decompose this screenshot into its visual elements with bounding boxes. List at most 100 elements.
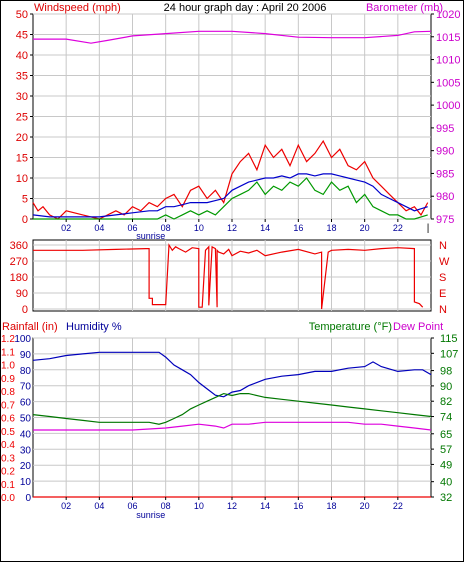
x-tick-label: 06 [127,501,137,511]
wind-tick-label: 50 [16,9,28,21]
temperature-right-axis: 32 40 49 57 65 74 82 90 98 107 115 [431,333,458,504]
rainfall-tick-label: 0.8 [1,387,15,398]
wind-tick-label: 25 [16,112,28,124]
barometer-axis-label: Barometer (mb) [366,2,443,14]
humidity-tick-label: 0 [25,493,31,504]
compass-tick-label: W [439,256,450,268]
rainfall-tick-label: 0.6 [1,414,15,425]
wind-tick-label: 0 [22,214,28,226]
x-tick-label: 22 [393,501,403,511]
graph-title: 24 hour graph day : April 20 2006 [164,2,327,14]
barometer-tick-label: 975 [436,214,454,226]
direction-left-axis: 0 90 180 270 360 [10,240,28,316]
wind-tick-label: 30 [16,91,28,103]
wind-tick-label: 40 [16,50,28,62]
barometer-line [33,30,432,44]
temperature-line [32,392,432,425]
temperature-tick-label: 32 [440,492,452,504]
wind-axis-label: Windspeed (mph) [34,2,121,14]
temperature-tick-label: 65 [440,429,452,441]
humidity-tick-label: 80 [20,366,32,377]
x-tick-label: 22 [393,223,403,233]
temperature-tick-label: 90 [440,381,452,393]
direction-tick-label: 270 [10,256,28,268]
direction-tick-label: 180 [10,272,28,284]
x-tick-label: 06 [127,223,137,233]
rainfall-tick-label: 1.0 [1,361,15,372]
humidity-tick-label: 10 [20,477,32,488]
x-tick-label: 08 [161,223,171,233]
barometer-tick-label: 1000 [436,100,460,112]
humidity-line [32,351,432,398]
temperature-axis-label: Temperature (°F) [309,321,392,333]
wind-tick-label: 20 [16,132,28,144]
wind-tick-label: 10 [16,173,28,185]
rainfall-tick-label: 0.9 [1,374,15,385]
humidity-tick-label: 20 [20,461,32,472]
x-tick-label: 18 [326,501,336,511]
rainfall-tick-label: 0.3 [1,453,15,464]
barometer-right-axis: 975 980 985 990 995 1000 1005 1010 1015 1020 [431,9,460,226]
compass-tick-label: S [439,272,446,284]
temperature-tick-label: 74 [440,412,452,424]
temperature-tick-label: 49 [440,459,452,471]
wind-line-1 [32,173,428,218]
direction-tick-label: 90 [16,288,28,300]
humidity-tick-label: 40 [20,429,32,440]
sunrise-label-bottom: sunrise [136,510,165,520]
x-tick-label: 16 [293,223,303,233]
humidity-tick-label: 50 [20,414,32,425]
compass-tick-label: N [439,304,447,316]
x-tick-label: 18 [326,223,336,233]
direction-tick-label: 360 [10,240,28,252]
temperature-tick-label: 40 [440,477,452,489]
humidity-left-axis: 0 10 20 30 40 50 60 70 80 90 100 [14,334,31,504]
wind-tick-label: 35 [16,71,28,83]
rainfall-tick-label: 0.2 [1,467,15,478]
x-tick-label: 10 [194,223,204,233]
rainfall-tick-label: 1.2 [1,334,15,345]
humidity-tick-label: 90 [20,350,32,361]
rainfall-tick-label: 0.7 [1,400,15,411]
humidity-tick-label: 30 [20,445,32,456]
wind-left-axis: 0 5 10 15 20 25 30 35 40 45 50 [16,9,33,226]
rainfall-tick-label: 0.1 [1,480,15,491]
wind-series [32,30,432,220]
x-tick-label: 12 [227,501,237,511]
temperature-tick-label: 98 [440,366,452,378]
end-marker-top: | [427,223,430,234]
compass-tick-label: N [439,240,447,252]
barometer-tick-label: 980 [436,191,454,203]
dewpoint-axis-label: Dew Point [393,321,443,333]
barometer-tick-label: 1005 [436,77,460,89]
direction-grid [33,240,431,311]
temperature-tick-label: 107 [440,348,458,360]
x-tick-label: 02 [61,223,71,233]
humidity-tick-label: 70 [20,382,32,393]
x-tick-label: 16 [293,501,303,511]
barometer-tick-label: 1015 [436,32,460,44]
x-tick-label: 10 [194,501,204,511]
rainfall-axis-label: Rainfall (in) [2,321,58,333]
humidity-axis-label: Humidity % [66,321,122,333]
x-tick-label: 12 [227,223,237,233]
barometer-tick-label: 985 [436,168,454,180]
x-tick-label: 04 [94,501,104,511]
temperature-tick-label: 57 [440,444,452,456]
temperature-tick-label: 82 [440,396,452,408]
humidity-tick-label: 100 [14,334,31,345]
rainfall-tick-label: 0.5 [1,427,15,438]
direction-series [33,243,424,310]
humidity-tick-label: 60 [20,398,32,409]
rainfall-tick-label: 0.4 [1,440,15,451]
dew-point-line [33,421,432,431]
direction-tick-label: 0 [22,304,28,316]
x-tick-label: 08 [161,501,171,511]
x-tick-label: 04 [94,223,104,233]
wind-x-axis: 02 04 06 08 10 12 14 16 18 20 22 [61,219,403,233]
wind-grid [33,13,431,220]
